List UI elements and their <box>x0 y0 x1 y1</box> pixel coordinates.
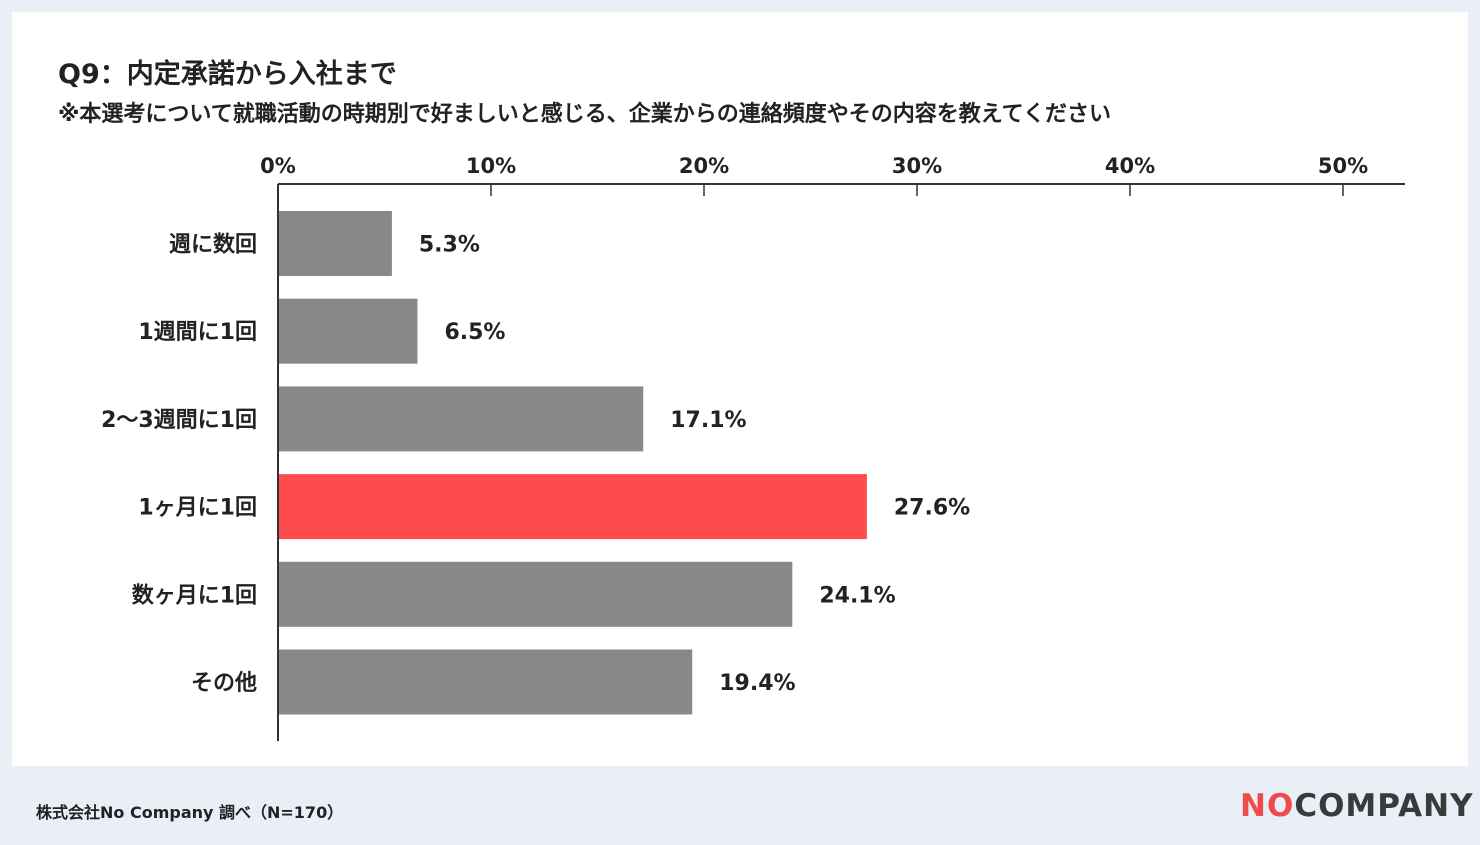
logo-company-text: COMPANY <box>1294 788 1474 824</box>
x-tick-label: 20% <box>679 154 729 178</box>
x-tick-label: 40% <box>1105 154 1155 178</box>
category-label: 1ヶ月に1回 <box>138 496 257 521</box>
data-label: 24.1% <box>819 583 895 608</box>
data-label: 5.3% <box>419 233 480 258</box>
bar <box>279 386 644 452</box>
x-tick-label: 50% <box>1318 154 1368 178</box>
logo-no-text: NO <box>1240 788 1295 824</box>
category-label: 1週間に1回 <box>138 320 257 345</box>
x-tick-label: 10% <box>466 154 516 178</box>
x-tick-label: 30% <box>892 154 942 178</box>
bar <box>279 211 392 276</box>
bar <box>279 298 418 364</box>
chart-title: Q9：内定承諾から入社まで <box>58 59 397 90</box>
category-label: 数ヶ月に1回 <box>132 582 257 608</box>
data-label: 27.6% <box>894 496 970 521</box>
category-label: 週に数回 <box>169 232 257 258</box>
x-tick-label: 0% <box>260 154 296 178</box>
category-label: その他 <box>191 671 257 696</box>
chart-card <box>12 12 1468 766</box>
data-label: 6.5% <box>444 320 505 345</box>
bar <box>279 474 867 540</box>
data-label: 19.4% <box>719 671 795 696</box>
bar <box>279 649 693 715</box>
data-label: 17.1% <box>670 408 746 433</box>
chart-subtitle: ※本選考について就職活動の時期別で好ましいと感じる、企業からの連絡頻度やその内容… <box>58 102 1111 127</box>
category-label: 2〜3週間に1回 <box>101 408 257 433</box>
source-note: 株式会社No Company 調べ（N=170） <box>36 803 344 822</box>
company-logo: NOCOMPANY <box>1240 788 1474 824</box>
bar <box>279 561 793 627</box>
